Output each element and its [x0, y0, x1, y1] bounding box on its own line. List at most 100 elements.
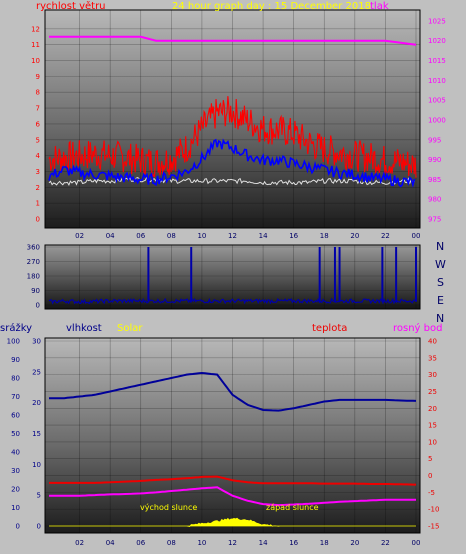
wind-y-tick-label: 8: [36, 89, 40, 97]
temperature-y-tick-label: 20: [428, 405, 437, 413]
temperature-y-tick-label: 35: [428, 354, 437, 362]
x-tick-label: 18: [320, 232, 329, 240]
pressure-y-tick-label: 1015: [428, 57, 446, 65]
pressure-y-tick-label: 995: [428, 136, 441, 144]
wind-y-tick-label: 1: [36, 200, 40, 208]
temperature-y-tick-label: -15: [428, 523, 439, 531]
wind-y-tick-label: 10: [31, 57, 40, 65]
temperature-y-tick-label: 25: [428, 388, 437, 396]
direction-plot-area: [44, 244, 421, 310]
wind-y-tick-label: 4: [36, 152, 41, 160]
humidity-line: [49, 371, 417, 412]
pressure-y-tick-label: 990: [428, 156, 441, 164]
wind-y-tick-label: 0: [36, 216, 40, 224]
direction-y-tick-label: 0: [36, 302, 40, 310]
humidity-y-tick-label: 25: [32, 368, 41, 376]
wind-y-tick-label: 11: [31, 41, 40, 49]
dew-point-axis-label: rosný bod: [393, 322, 442, 334]
wind-y-tick-label: 7: [36, 105, 40, 113]
x-tick-label: 02: [75, 539, 84, 547]
x-tick-label: 14: [259, 232, 268, 240]
x-tick-label: 06: [136, 232, 145, 240]
x-tick-label: 12: [228, 232, 237, 240]
wind-y-tick-label: 12: [31, 25, 40, 33]
temperature-y-tick-label: 15: [428, 422, 437, 430]
rain-y-tick-label: 40: [11, 449, 20, 457]
temperature-y-tick-label: 0: [428, 472, 432, 480]
wind-axis-label: rychlost větru: [36, 0, 106, 12]
pressure-axis-label: tlak: [370, 1, 389, 12]
rain-axis-label: srážky: [0, 322, 32, 334]
humidity-y-tick-label: 15: [32, 430, 41, 438]
dew_point-line: [49, 486, 416, 507]
wind-average-line: [48, 138, 416, 188]
temperature-y-tick-label: -5: [428, 489, 435, 497]
x-tick-label: 14: [259, 539, 268, 547]
rain-y-tick-label: 0: [16, 523, 20, 531]
x-tick-label: 20: [350, 539, 359, 547]
x-tick-label: 06: [136, 539, 145, 547]
wind-gust-line: [48, 96, 417, 178]
humidity-y-tick-label: 0: [37, 523, 41, 531]
humidity-y-tick-label: 5: [37, 492, 41, 500]
solar-axis-label: Solar: [117, 323, 143, 334]
humidity-y-tick-label: 20: [32, 399, 41, 407]
wind-y-tick-label: 6: [36, 120, 41, 128]
temperature-y-tick-label: 30: [428, 371, 437, 379]
rain-y-tick-label: 50: [11, 430, 20, 438]
pressure-line: [49, 35, 417, 46]
direction-label-n-top: N: [436, 240, 444, 253]
direction-y-tick-label: 180: [27, 273, 40, 281]
x-tick-label: 10: [197, 539, 206, 547]
rain-y-tick-label: 30: [11, 467, 20, 475]
humidity-axis-label: vlhkost: [66, 323, 102, 334]
x-tick-label: 00: [412, 539, 421, 547]
rain-y-tick-label: 100: [7, 338, 20, 346]
pressure-y-tick-label: 1000: [428, 116, 446, 124]
direction-label-s: S: [437, 276, 444, 289]
pressure-y-tick-label: 1020: [428, 37, 446, 45]
x-tick-label: 22: [381, 232, 390, 240]
direction-y-tick-label: 270: [27, 258, 40, 266]
rain-y-tick-label: 20: [11, 486, 20, 494]
direction-label-e: E: [437, 294, 444, 307]
temperature-axis-label: teplota: [312, 323, 347, 334]
wind-y-tick-label: 9: [36, 73, 40, 81]
x-tick-label: 08: [167, 539, 176, 547]
pressure-y-tick-label: 975: [428, 216, 441, 224]
temperature-y-tick-label: 40: [428, 338, 437, 346]
x-tick-label: 04: [106, 232, 115, 240]
wind-y-tick-label: 5: [36, 136, 40, 144]
direction-y-tick-label: 360: [27, 244, 40, 252]
pressure-y-tick-label: 1005: [428, 97, 446, 105]
direction-label-n-bottom: N: [436, 312, 444, 325]
sunset-annotation: západ slunce: [266, 503, 319, 512]
wind-calm-line: [48, 175, 415, 187]
x-tick-label: 10: [197, 232, 206, 240]
pressure-y-tick-label: 1010: [428, 77, 446, 85]
direction-y-tick-label: 90: [31, 287, 40, 295]
x-tick-label: 16: [289, 232, 298, 240]
pressure-y-tick-label: 985: [428, 176, 441, 184]
chart-title: 24 hour graph day : 15 December 2018: [172, 1, 371, 12]
x-tick-label: 04: [106, 539, 115, 547]
wind-y-tick-label: 3: [36, 168, 40, 176]
rain-y-tick-label: 80: [11, 375, 20, 383]
temperature-y-tick-label: 10: [428, 438, 437, 446]
temperature-line: [49, 475, 416, 486]
sunrise-annotation: východ slunce: [140, 503, 197, 512]
direction-line: [48, 297, 417, 305]
x-tick-label: 12: [228, 539, 237, 547]
rain-y-tick-label: 90: [11, 356, 20, 364]
x-tick-label: 00: [412, 232, 421, 240]
x-tick-label: 22: [381, 539, 390, 547]
x-tick-label: 20: [350, 232, 359, 240]
rain-y-tick-label: 60: [11, 412, 20, 420]
solar-area: [49, 517, 416, 527]
humidity-y-tick-label: 30: [32, 338, 41, 346]
temperature-y-tick-label: -10: [428, 506, 439, 514]
x-tick-label: 02: [75, 232, 84, 240]
rain-y-tick-label: 10: [11, 504, 20, 512]
pressure-y-tick-label: 980: [428, 196, 441, 204]
